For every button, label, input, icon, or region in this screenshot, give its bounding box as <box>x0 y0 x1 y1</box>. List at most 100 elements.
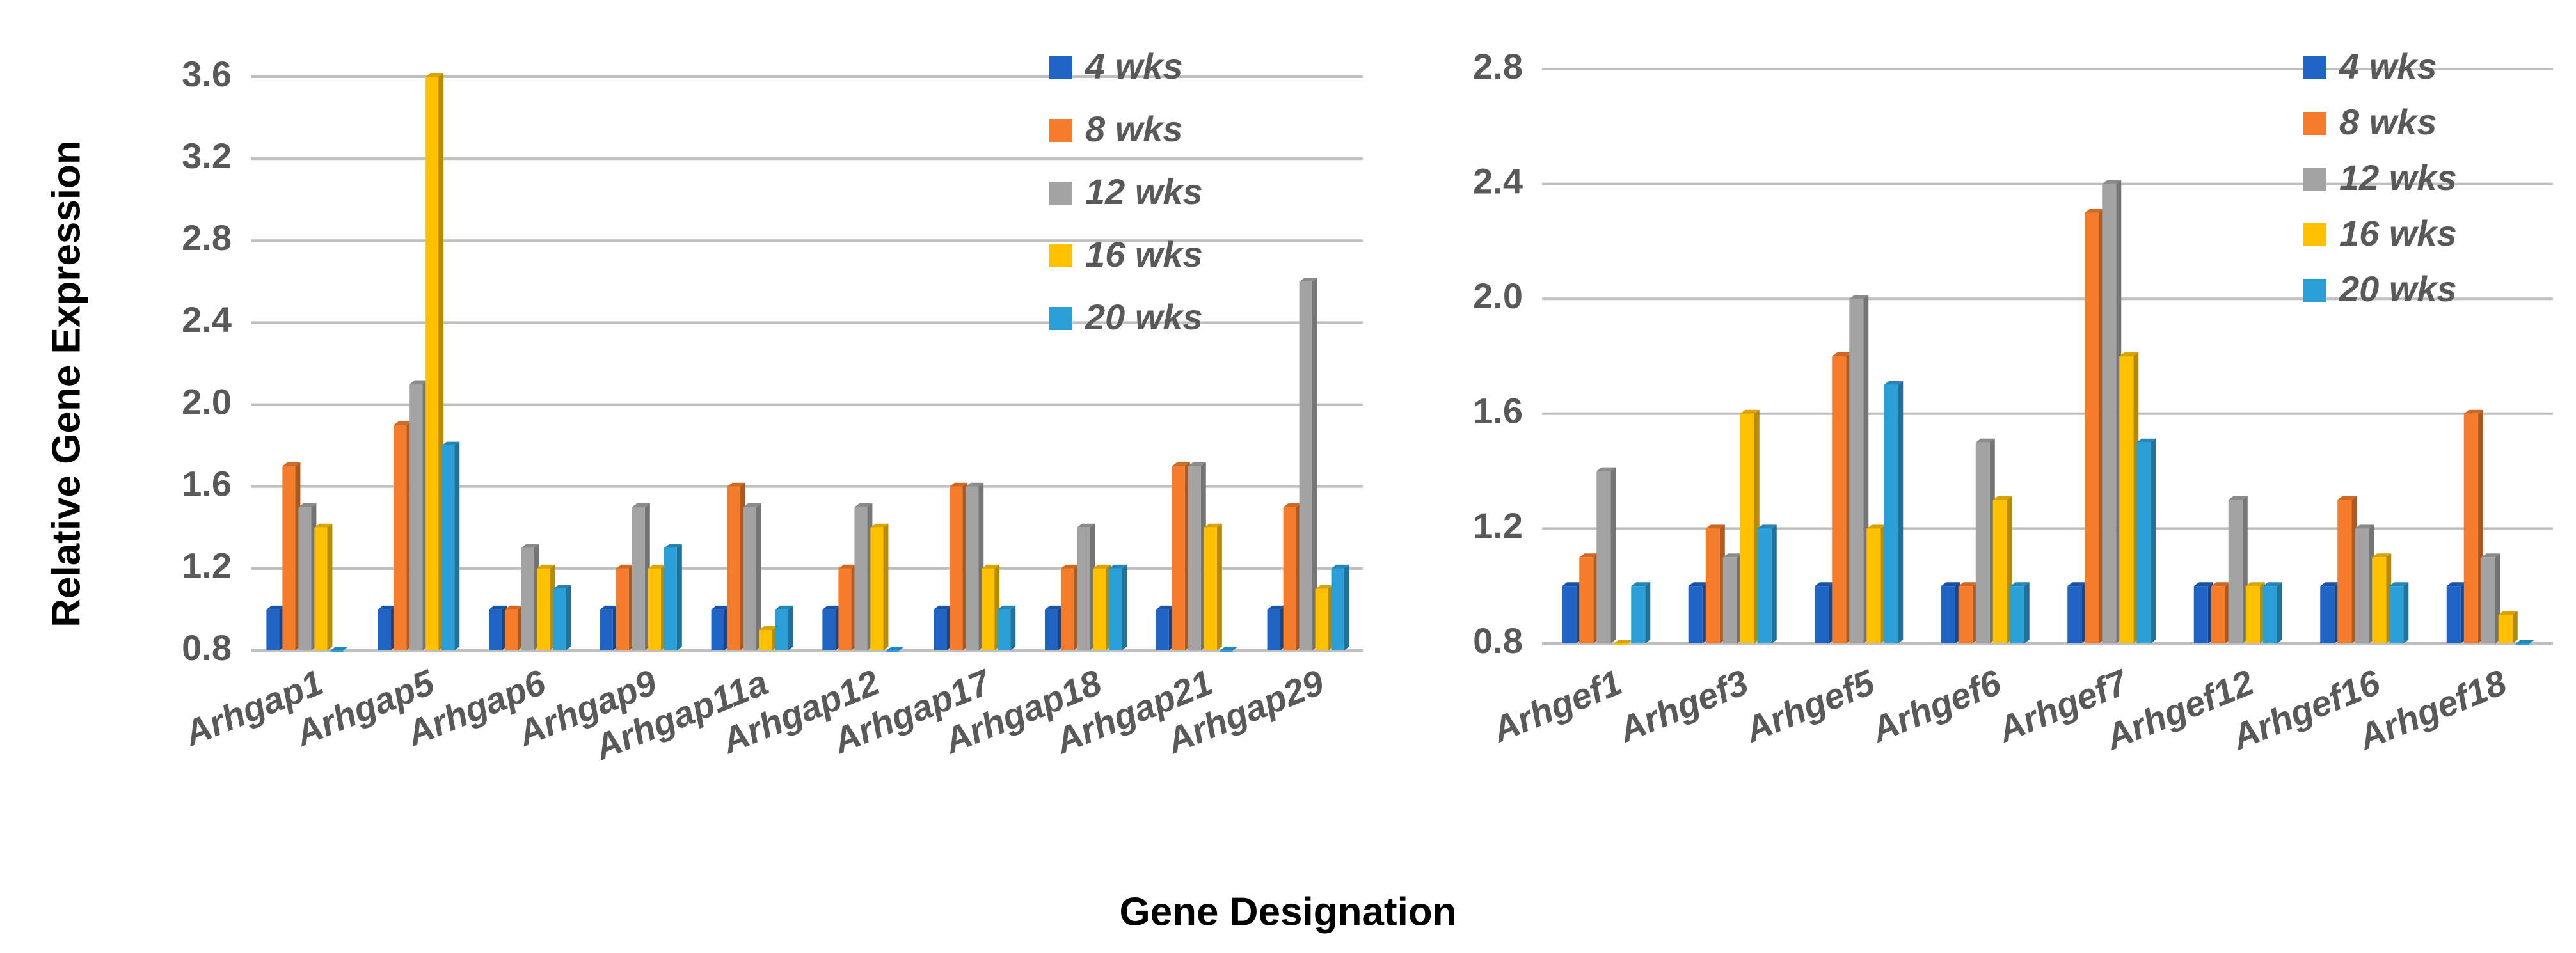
bar <box>521 544 539 650</box>
legend-label: 16 wks <box>1085 234 1203 274</box>
bar <box>441 441 460 650</box>
y-tick-label: 2.4 <box>1473 161 1523 201</box>
y-tick-label: 3.2 <box>182 136 232 176</box>
bar <box>1093 564 1111 650</box>
bar <box>664 544 682 650</box>
bar <box>1061 564 1079 650</box>
bar <box>1156 605 1174 650</box>
bar <box>854 503 873 650</box>
bar <box>600 605 618 650</box>
chart-arhgef: 0.8 1.2 1.6 2.0 2.4 2.8 Arhgef1Arhgef3Arhgef5A… <box>1473 46 2553 758</box>
bar <box>1299 278 1317 650</box>
bar <box>2119 352 2139 643</box>
legend-entry: 8 wks <box>2303 102 2437 142</box>
legend-entry: 8 wks <box>1049 109 1183 149</box>
legend-swatch <box>2303 56 2326 79</box>
bar <box>378 605 396 650</box>
category-label: Arhgef3 <box>1612 662 1754 750</box>
bar <box>934 605 952 650</box>
legend-entry: 4 wks <box>1049 46 1183 86</box>
bar <box>886 647 905 652</box>
bar <box>2463 409 2483 643</box>
bar <box>282 462 301 650</box>
legend-entry: 20 wks <box>1049 297 1203 337</box>
legend-entry: 20 wks <box>2303 269 2457 309</box>
legend-label: 20 wks <box>2339 269 2457 309</box>
bar <box>1740 409 1760 643</box>
y-tick-label: 2.8 <box>1473 46 1523 86</box>
bar <box>1832 352 1852 643</box>
bar <box>1992 496 2012 643</box>
bar <box>2245 582 2265 643</box>
y-tick-label: 0.8 <box>1473 620 1523 661</box>
legend-label: 12 wks <box>1085 171 1203 212</box>
bar <box>998 605 1016 650</box>
bar <box>1562 582 1582 643</box>
bar <box>2102 180 2122 644</box>
bar <box>2337 496 2357 643</box>
y-tick-label: 3.6 <box>182 54 232 94</box>
bar <box>759 626 777 650</box>
bar <box>2085 209 2104 643</box>
bar <box>1596 467 1616 643</box>
y-tick-label: 1.2 <box>1473 505 1523 546</box>
bar <box>838 564 857 650</box>
legend-swatch <box>1049 56 1072 79</box>
bar <box>394 421 412 650</box>
bar <box>266 605 285 650</box>
bar <box>314 523 333 650</box>
legend-label: 12 wks <box>2339 157 2457 198</box>
legend-entry: 4 wks <box>2303 46 2437 86</box>
y-tick-label: 1.6 <box>1473 391 1523 431</box>
legend-entry: 12 wks <box>1049 171 1203 212</box>
bar <box>2372 553 2392 643</box>
bar <box>330 647 349 652</box>
bar <box>1614 640 1634 645</box>
y-tick-label: 1.6 <box>182 464 232 504</box>
bar <box>425 73 444 650</box>
category-label: Arhgef5 <box>1738 661 1880 750</box>
bar <box>489 605 507 650</box>
bar <box>616 564 634 650</box>
bar <box>870 523 889 650</box>
bar <box>1631 582 1651 643</box>
bar <box>1077 523 1095 650</box>
bar <box>1315 585 1333 650</box>
bar <box>1188 462 1206 650</box>
bar <box>1579 553 1599 643</box>
bar <box>2498 611 2518 643</box>
legend-swatch <box>2303 279 2326 302</box>
legend-label: 8 wks <box>1085 109 1183 149</box>
legend-swatch <box>1049 244 1072 267</box>
legend-entry: 12 wks <box>2303 157 2457 198</box>
bar <box>1204 523 1222 650</box>
legend-swatch <box>1049 182 1072 205</box>
bar <box>1941 582 1960 643</box>
bar <box>1815 582 1834 643</box>
y-tick-label: 1.2 <box>182 546 232 586</box>
y-tick-label: 0.8 <box>182 627 232 668</box>
category-label: Arhgef1 <box>1486 662 1628 750</box>
bar <box>1172 462 1190 650</box>
bar <box>2320 582 2340 643</box>
legend-entry: 16 wks <box>1049 234 1203 274</box>
bar <box>2481 553 2500 643</box>
bar <box>2228 496 2248 643</box>
y-tick-label: 2.8 <box>182 217 232 258</box>
y-tick-label: 2.0 <box>182 381 232 421</box>
bar <box>2355 524 2374 643</box>
bar <box>1220 647 1238 652</box>
bar <box>982 564 1000 650</box>
bar <box>537 564 555 650</box>
bar <box>1267 605 1285 650</box>
bar <box>2211 582 2230 643</box>
bar <box>2262 582 2282 643</box>
bar <box>648 564 666 650</box>
legend-label: 4 wks <box>1085 46 1183 86</box>
bar <box>1884 381 1904 643</box>
bar <box>2067 582 2087 643</box>
legend-entry: 16 wks <box>2303 213 2457 253</box>
bar <box>2389 582 2409 643</box>
category-label: Arhgef6 <box>1864 661 2007 750</box>
